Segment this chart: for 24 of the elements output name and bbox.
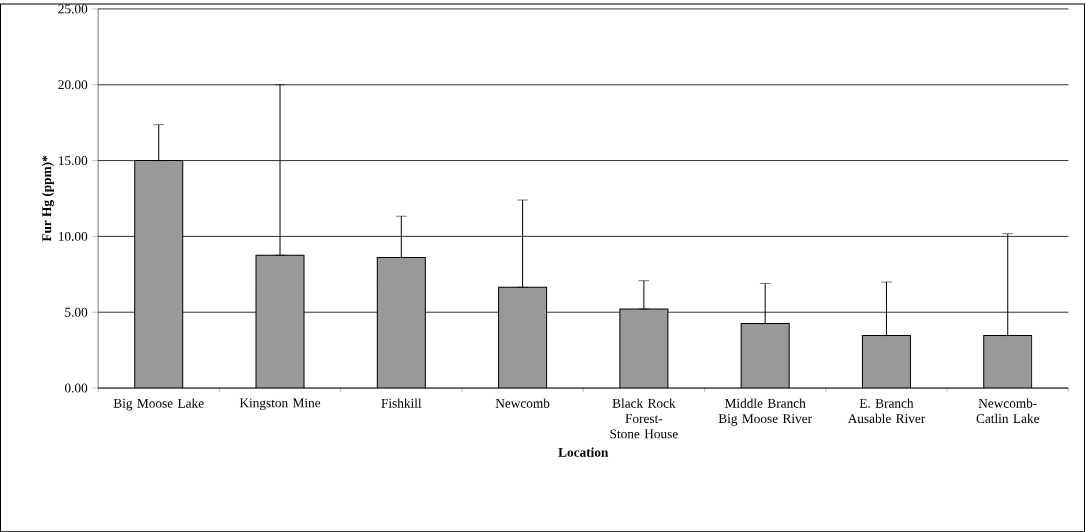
y-tick-label: 10.00 bbox=[58, 231, 88, 241]
bar bbox=[134, 159, 184, 388]
y-tick-label: 15.00 bbox=[58, 155, 88, 165]
y-tick-label: 5.00 bbox=[65, 307, 88, 317]
y-tick-label: 20.00 bbox=[58, 80, 88, 90]
y-tick-label: 25.00 bbox=[58, 4, 88, 14]
x-tick-label: Middle Branch Big Moose River bbox=[718, 398, 812, 426]
x-tick-label: Kingston Mine bbox=[239, 398, 321, 410]
bar bbox=[983, 334, 1033, 388]
x-tick-label: Newcomb-Catlin Lake bbox=[976, 398, 1040, 423]
bar bbox=[255, 254, 305, 388]
bar bbox=[376, 256, 426, 388]
x-tick-label: E. Branch Ausable River bbox=[847, 398, 926, 423]
bar bbox=[861, 334, 911, 388]
bar bbox=[498, 286, 548, 388]
x-tick-label: Fishkill bbox=[381, 398, 422, 408]
x-axis-title: Location bbox=[558, 447, 609, 457]
bar bbox=[740, 322, 790, 388]
bar bbox=[619, 308, 669, 388]
y-tick-label: 0.00 bbox=[64, 383, 88, 393]
y-axis-title: Fur Hg (ppm)* bbox=[41, 155, 55, 242]
x-tick-label: Black Rock Forest-Stone House bbox=[610, 398, 678, 439]
x-tick-label: Big Moose Lake bbox=[113, 398, 204, 411]
x-tick-label: Newcomb bbox=[495, 398, 550, 408]
